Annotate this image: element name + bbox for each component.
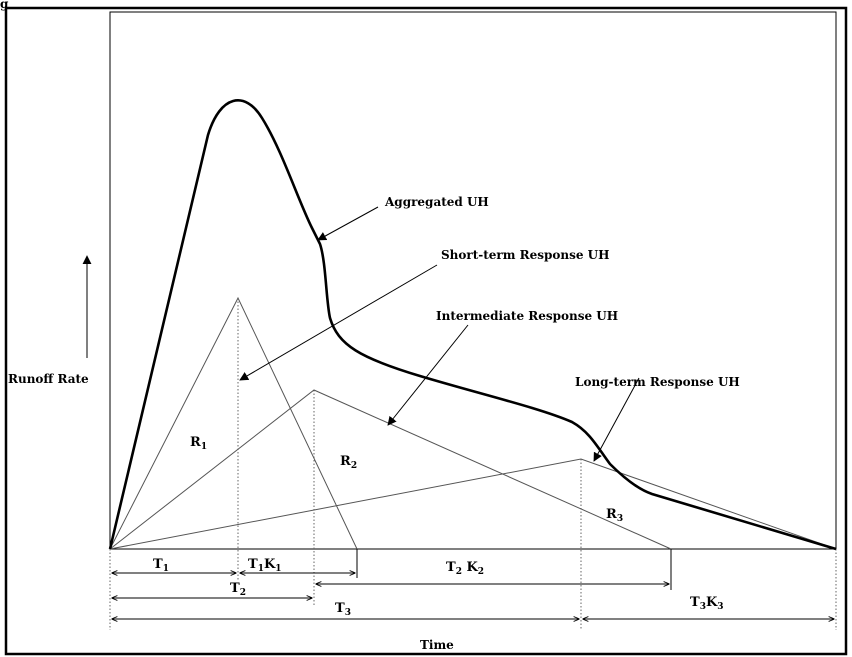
long-term-uh-label: Long-term Response UH [575, 375, 740, 389]
long-term-uh-triangle [109, 458, 837, 550]
figure-caption: g [0, 0, 9, 11]
dim-t2: T2 [230, 581, 246, 598]
short-term-uh-label: Short-term Response UH [441, 248, 609, 262]
region-r2: R2 [340, 454, 357, 471]
intermediate-pointer-arrow [387, 324, 469, 426]
dim-t1: T1 [153, 557, 169, 574]
intermediate-uh-triangle [109, 389, 672, 550]
outer-border [4, 6, 848, 656]
y-axis-label: Runoff Rate [8, 372, 89, 386]
aggregated-pointer-arrow [317, 206, 379, 241]
dim-t3k3: T3K3 [690, 595, 724, 612]
x-axis-label: Time [420, 638, 454, 652]
dim-t3: T3 [335, 601, 351, 618]
short-term-uh-triangle [109, 296, 358, 550]
aggregated-uh-label: Aggregated UH [384, 195, 489, 209]
long-term-pointer-arrow [593, 377, 640, 462]
aggregated-uh-curve [108, 99, 837, 551]
short-term-pointer-arrow [239, 264, 438, 381]
region-r3: R3 [606, 507, 623, 524]
dimension-lines [112, 549, 834, 619]
dim-t2k2: T2 K2 [446, 560, 484, 577]
plot-box [109, 11, 837, 550]
dim-t1k1: T1K1 [248, 557, 282, 574]
intermediate-uh-label: Intermediate Response UH [436, 309, 618, 323]
dotted-guides [109, 298, 837, 630]
region-r1: R1 [190, 435, 207, 452]
